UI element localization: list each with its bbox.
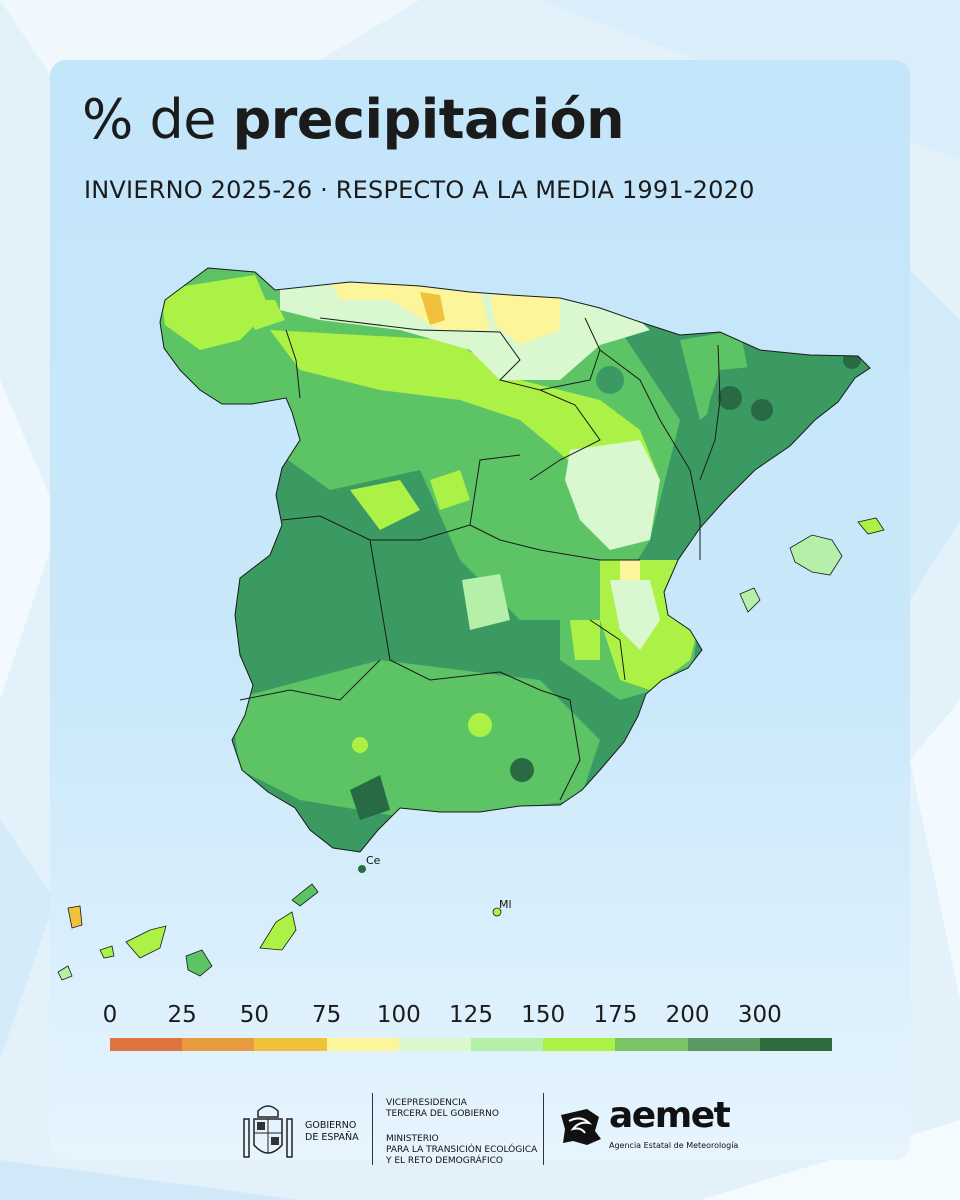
legend-tick-label: 0 [102,1002,118,1028]
legend-swatch [326,1038,399,1051]
legend-swatch [759,1038,833,1051]
aemet-subtitle: Agencia Estatal de Meteorología [609,1141,739,1150]
legend-tick-label: 175 [593,1002,638,1028]
legend-tick-label: 25 [167,1002,197,1028]
legend-swatch [615,1038,688,1051]
gobierno-line-1: GOBIERNO [305,1120,357,1131]
legend-swatch [182,1038,255,1051]
legend-tick-label: 125 [449,1002,493,1028]
legend-swatch [254,1038,327,1051]
legend-tick-label: 200 [665,1002,710,1028]
melilla-label: Ml [499,898,512,911]
legend-tick-label: 50 [239,1002,270,1028]
legend-tick-label: 100 [376,1002,421,1028]
footer-divider-2 [543,1093,544,1165]
footer-divider-1 [372,1093,373,1165]
region-borders [159,267,871,853]
melilla-marker [492,907,502,917]
ceuta-marker [358,865,366,873]
title-light: % de [82,88,233,151]
min-line-2: PARA LA TRANSICIÓN ECOLÓGICA [386,1145,538,1155]
canary-islands [57,883,319,981]
min-line-3: Y EL RETO DEMOGRÁFICO [386,1156,503,1166]
coat-of-arms-icon [243,1105,293,1158]
ministerio-label: MINISTERIO PARA LA TRANSICIÓN ECOLÓGICA … [386,1134,537,1167]
legend-swatch [471,1038,544,1051]
gobierno-label: GOBIERNO DE ESPAÑA [305,1120,359,1144]
aemet-logo-icon [561,1109,601,1145]
legend-swatch [398,1038,472,1051]
ceuta-label: Ce [366,854,381,867]
precipitation-map: Ce Ml [57,267,885,981]
vice-line-1: VICEPRESIDENCIA [386,1098,467,1108]
legend-swatch [687,1038,760,1051]
legend-tick-label: 75 [311,1002,342,1028]
legend-swatch [110,1038,183,1051]
page-title: % de precipitación [82,88,625,151]
min-line-1: MINISTERIO [386,1134,439,1144]
legend-tick-label: 150 [521,1002,566,1028]
vice-line-2: TERCERA DEL GOBIERNO [386,1109,500,1119]
title-bold: precipitación [232,88,625,151]
subtitle: INVIERNO 2025-26 · RESPECTO A LA MEDIA 1… [84,176,755,204]
precipitation-fields [160,268,861,820]
balearic-islands [739,517,885,613]
vicepresidencia-label: VICEPRESIDENCIA TERCERA DEL GOBIERNO [386,1098,499,1120]
legend-swatch [543,1038,616,1051]
aemet-wordmark: aemet [609,1095,731,1136]
footer: GOBIERNO DE ESPAÑA VICEPRESIDENCIA TERCE… [0,1085,960,1175]
gobierno-line-2: DE ESPAÑA [305,1132,359,1143]
legend-tick-label: 300 [737,1002,782,1028]
legend: 0 25 50 75 100 125 150 175 200 300 [103,1002,833,1052]
legend-color-bar [110,1038,833,1051]
